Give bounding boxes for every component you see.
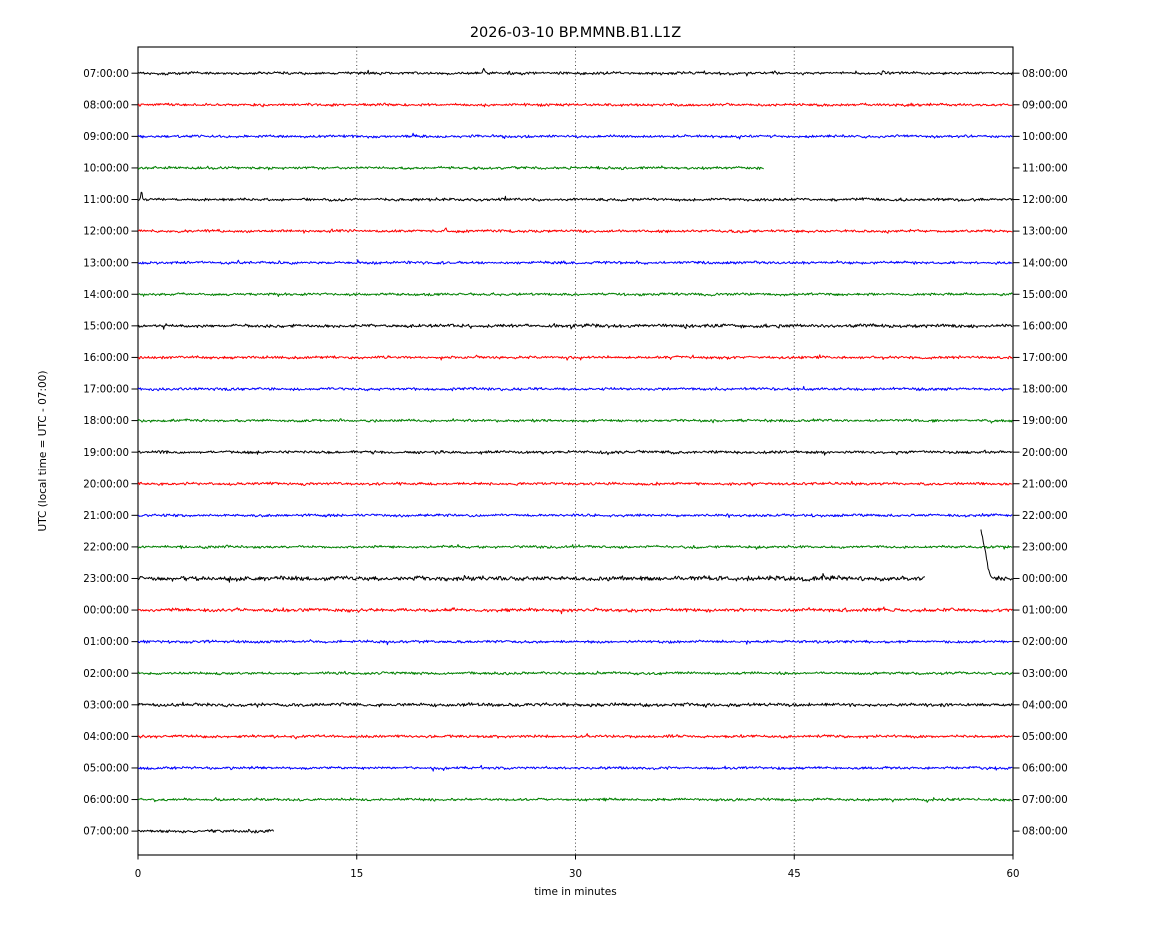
trace-row-3 [137,165,764,171]
utc-time-label: 18:00:00 [83,416,129,427]
utc-time-label: 15:00:00 [83,321,129,332]
local-time-label: 15:00:00 [1022,290,1068,301]
utc-time-label: 23:00:00 [83,574,129,585]
local-time-label: 12:00:00 [1022,195,1068,206]
utc-time-label: 00:00:00 [83,606,129,617]
trace-row-22 [137,764,1013,772]
trace-row-7 [137,292,1013,297]
utc-time-label: 21:00:00 [83,511,129,522]
utc-time-label: 20:00:00 [83,479,129,490]
trace-row-23 [137,797,1013,803]
local-time-label: 00:00:00 [1022,574,1068,585]
x-tick-label: 60 [1007,869,1020,880]
trace-row-13 [137,480,1013,487]
utc-time-label: 06:00:00 [83,795,129,806]
local-time-label: 16:00:00 [1022,321,1068,332]
trace-row-10 [137,385,1013,392]
trace-row-24 [137,828,275,834]
x-axis-label: time in minutes [534,886,616,898]
plot-area: 0 15 30 45 60 07:00:00 08:00:00 08:00:00 09:00:0… [83,46,1068,880]
trace-row-16 [980,529,1014,581]
local-time-label: 22:00:00 [1022,511,1068,522]
utc-time-label: 07:00:00 [83,827,129,838]
trace-row-18 [137,639,1013,646]
trace-row-4 [137,191,1013,202]
utc-time-label: 01:00:00 [83,637,129,648]
x-tick-label: 30 [569,869,582,880]
trace-row-21 [137,733,1013,740]
local-time-label: 17:00:00 [1022,353,1068,364]
utc-time-label: 09:00:00 [83,132,129,143]
utc-time-label: 17:00:00 [83,385,129,396]
local-time-label: 04:00:00 [1022,700,1068,711]
trace-row-8 [137,323,1013,330]
utc-time-label: 11:00:00 [83,195,129,206]
trace-row-0 [137,67,1013,77]
local-time-label: 18:00:00 [1022,385,1068,396]
local-time-label: 07:00:00 [1022,795,1068,806]
trace-row-5 [137,227,1013,234]
local-time-label: 14:00:00 [1022,258,1068,269]
x-tick-label: 0 [135,869,141,880]
trace-row-2 [137,132,1013,140]
local-time-label: 05:00:00 [1022,732,1068,743]
trace-row-16 [137,573,926,583]
utc-time-label: 08:00:00 [83,100,129,111]
local-time-label: 19:00:00 [1022,416,1068,427]
local-time-label: 20:00:00 [1022,448,1068,459]
utc-time-label: 07:00:00 [83,69,129,80]
utc-time-label: 04:00:00 [83,732,129,743]
utc-time-label: 03:00:00 [83,700,129,711]
local-time-label: 11:00:00 [1022,164,1068,175]
local-time-label: 21:00:00 [1022,479,1068,490]
local-time-label: 08:00:00 [1022,69,1068,80]
local-time-label: 08:00:00 [1022,827,1068,838]
trace-row-14 [137,513,1013,519]
trace-row-6 [137,259,1013,265]
local-time-label: 03:00:00 [1022,669,1068,680]
local-time-label: 01:00:00 [1022,606,1068,617]
trace-row-9 [137,354,1013,361]
utc-time-label: 10:00:00 [83,164,129,175]
local-time-label: 06:00:00 [1022,764,1068,775]
chart-title: 2026-03-10 BP.MMNB.B1.L1Z [470,25,681,41]
utc-time-label: 16:00:00 [83,353,129,364]
utc-time-label: 13:00:00 [83,258,129,269]
utc-time-label: 02:00:00 [83,669,129,680]
y-axis-label: UTC (local time = UTC - 07:00) [37,371,49,532]
utc-time-label: 14:00:00 [83,290,129,301]
trace-row-12 [137,449,1013,456]
x-tick-label: 45 [788,869,801,880]
local-time-label: 10:00:00 [1022,132,1068,143]
utc-time-label: 19:00:00 [83,448,129,459]
trace-row-19 [137,670,1013,676]
utc-time-label: 05:00:00 [83,764,129,775]
local-time-label: 13:00:00 [1022,227,1068,238]
x-tick-label: 15 [350,869,363,880]
trace-row-20 [137,701,1013,708]
local-time-label: 09:00:00 [1022,100,1068,111]
utc-time-label: 22:00:00 [83,543,129,554]
trace-row-11 [137,418,1013,424]
local-time-label: 23:00:00 [1022,543,1068,554]
trace-row-17 [137,606,1013,615]
local-time-label: 02:00:00 [1022,637,1068,648]
utc-time-label: 12:00:00 [83,227,129,238]
trace-row-1 [137,102,1013,108]
trace-row-15 [137,544,1013,550]
